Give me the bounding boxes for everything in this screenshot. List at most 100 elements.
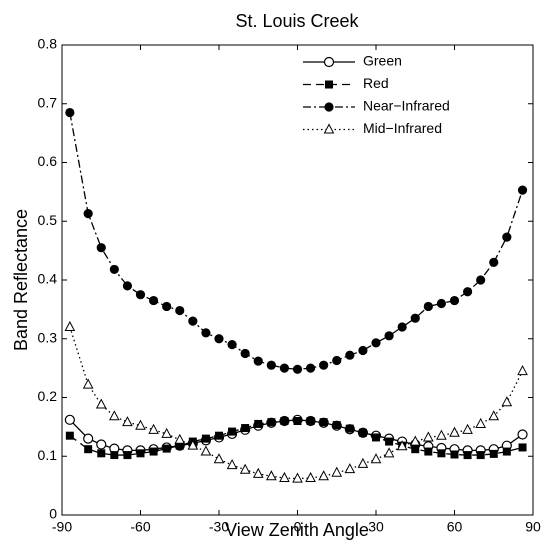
marker: [96, 243, 106, 253]
marker: [161, 427, 172, 438]
marker: [517, 429, 528, 440]
marker: [135, 419, 146, 430]
y-tick-label: 0.3: [38, 329, 58, 345]
marker: [162, 444, 171, 453]
marker: [385, 437, 394, 446]
marker: [397, 322, 407, 332]
marker: [240, 348, 250, 359]
marker: [293, 417, 302, 425]
marker: [254, 419, 263, 428]
marker: [266, 470, 277, 481]
marker: [489, 449, 498, 458]
marker: [82, 378, 94, 389]
marker: [437, 449, 446, 458]
marker: [253, 356, 263, 366]
marker: [252, 467, 264, 478]
marker: [135, 290, 146, 300]
marker: [215, 431, 223, 440]
marker: [122, 281, 133, 291]
marker: [148, 423, 159, 434]
marker: [279, 471, 290, 482]
marker: [449, 295, 460, 306]
marker: [502, 447, 511, 456]
marker: [122, 416, 133, 427]
marker: [371, 338, 381, 348]
marker: [462, 423, 473, 434]
marker: [476, 275, 486, 285]
legend-label: Mid−Infrared: [363, 120, 442, 136]
marker: [409, 435, 421, 446]
marker: [332, 355, 342, 366]
legend-label: Red: [363, 75, 389, 91]
marker: [384, 331, 394, 341]
marker: [423, 431, 434, 442]
marker: [201, 328, 211, 338]
marker: [187, 439, 199, 450]
marker: [449, 426, 460, 437]
marker: [305, 363, 316, 373]
marker: [83, 433, 94, 444]
x-tick-label: 30: [368, 519, 384, 535]
x-tick-label: -30: [209, 519, 229, 535]
marker: [306, 417, 315, 425]
marker: [65, 431, 74, 440]
marker: [109, 410, 120, 421]
marker: [358, 345, 368, 356]
marker: [463, 451, 472, 460]
marker: [292, 472, 303, 483]
marker: [344, 463, 356, 474]
marker: [423, 301, 433, 312]
marker: [226, 458, 238, 470]
marker: [517, 185, 528, 195]
marker: [280, 417, 289, 425]
marker: [241, 424, 250, 433]
y-tick-label: 0.8: [38, 36, 58, 52]
marker: [476, 451, 485, 460]
marker: [228, 427, 237, 436]
marker: [279, 363, 290, 373]
marker: [332, 421, 341, 430]
marker: [358, 428, 367, 437]
axes-frame: [61, 44, 534, 516]
marker: [436, 429, 447, 440]
x-tick-label: 0: [294, 519, 302, 535]
y-tick-label: 0.1: [38, 447, 58, 463]
marker: [96, 439, 107, 450]
marker: [65, 107, 75, 118]
y-tick-label: 0.7: [38, 94, 58, 110]
marker: [517, 364, 528, 376]
marker: [213, 453, 225, 464]
marker: [64, 414, 75, 425]
marker: [396, 440, 408, 451]
marker: [123, 451, 132, 460]
legend-marker: [323, 56, 335, 68]
marker: [424, 447, 433, 456]
y-tick-label: 0.6: [38, 153, 58, 169]
marker: [97, 449, 106, 458]
marker: [305, 471, 316, 482]
marker: [201, 434, 210, 443]
marker: [319, 418, 328, 427]
marker: [110, 451, 119, 460]
marker: [266, 360, 276, 370]
x-tick-label: -60: [130, 519, 150, 535]
marker: [370, 453, 382, 464]
y-tick-label: 0.2: [38, 388, 58, 404]
marker: [214, 334, 224, 344]
marker: [318, 470, 329, 481]
marker: [136, 449, 145, 458]
legend-marker: [325, 80, 333, 89]
y-axis-label: Band Reflectance: [11, 209, 31, 351]
marker: [475, 417, 486, 428]
marker: [149, 447, 158, 456]
marker: [411, 445, 420, 454]
y-tick-label: 0: [49, 506, 57, 522]
marker: [501, 396, 513, 407]
marker: [383, 447, 395, 458]
legend-label: Near−Infrared: [363, 98, 450, 114]
marker: [518, 443, 527, 452]
marker: [175, 305, 185, 316]
marker: [188, 316, 198, 326]
legend-label: Green: [363, 53, 402, 69]
marker: [239, 463, 251, 474]
